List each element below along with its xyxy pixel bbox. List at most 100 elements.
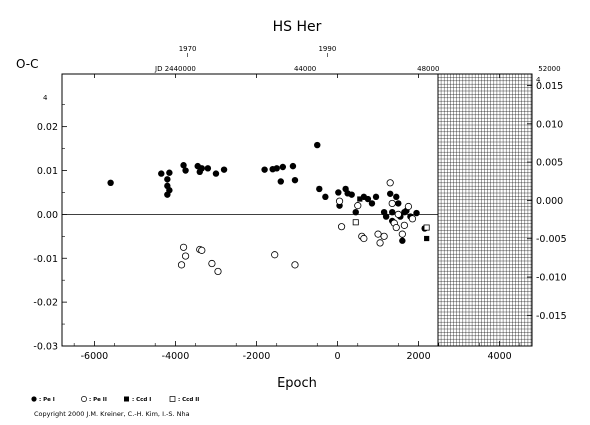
- legend-marker-ccd2: [169, 396, 176, 402]
- y-tick-label: -0.02: [33, 298, 58, 309]
- point-pe1: [368, 200, 376, 207]
- x-tick-label: 0: [334, 351, 340, 362]
- right-y-tick-label: 0.000: [536, 196, 563, 207]
- top-jd-label: 48000: [417, 65, 439, 73]
- point-pe1: [395, 200, 402, 207]
- point-pe1: [198, 165, 205, 172]
- point-pe1: [322, 193, 329, 201]
- y-tick-label: 0.02: [37, 122, 58, 133]
- point-pe2: [394, 210, 402, 218]
- top-jd-label: 44000: [294, 65, 316, 73]
- point-pe1: [291, 176, 299, 184]
- point-pe2: [388, 199, 396, 208]
- point-pe1: [389, 208, 396, 216]
- point-pe1: [372, 193, 380, 201]
- point-pe1: [279, 163, 287, 171]
- right-y-tick-label: -0.015: [536, 311, 567, 322]
- point-pe1: [335, 189, 342, 196]
- y-tick-label: 0.01: [37, 166, 58, 177]
- point-pe1: [316, 185, 323, 193]
- point-pe1: [314, 141, 321, 149]
- point-ccd2: [352, 219, 359, 226]
- point-pe2: [408, 215, 417, 223]
- point-pe2: [360, 234, 368, 243]
- point-pe1: [158, 170, 165, 177]
- point-pe2: [181, 252, 190, 260]
- right-y-tick-label: 0.015: [536, 81, 563, 92]
- legend-label-pe1: : Pe I: [39, 397, 55, 403]
- grid-hatch-region: [437, 73, 532, 347]
- point-pe2: [208, 259, 216, 268]
- point-pe1: [166, 169, 173, 176]
- point-pe1: [348, 191, 355, 198]
- right-y-tick-label: -0.010: [536, 273, 567, 284]
- point-pe2: [374, 230, 382, 238]
- point-pe1: [182, 167, 189, 174]
- point-ccd1: [424, 235, 430, 242]
- point-pe2: [291, 261, 299, 269]
- point-ccd1: [357, 196, 363, 202]
- point-pe2: [177, 261, 186, 269]
- point-pe2: [400, 221, 408, 229]
- point-pe2: [380, 232, 388, 240]
- point-ccd2: [423, 224, 430, 231]
- point-pe2: [376, 239, 384, 247]
- corner-mark-right: 4: [536, 76, 541, 84]
- point-pe1: [393, 193, 400, 201]
- point-pe1: [352, 208, 359, 216]
- point-pe1: [399, 237, 406, 244]
- legend-label-ccd2: : Ccd II: [178, 397, 199, 403]
- point-pe2: [337, 223, 346, 231]
- point-pe2: [354, 202, 362, 210]
- point-pe1: [261, 166, 268, 173]
- x-tick-label: -6000: [81, 351, 109, 362]
- point-pe2: [198, 246, 206, 254]
- top-jd-label: 52000: [538, 65, 560, 73]
- point-pe1: [204, 165, 212, 172]
- x-tick-label: -4000: [162, 351, 190, 362]
- legend-marker-pe2: [81, 396, 87, 402]
- y-tick-label: -0.01: [33, 254, 58, 265]
- point-pe1: [413, 209, 420, 217]
- top-axis-labels: 1970 1990 JD 2440000 44000 48000 52000: [154, 45, 561, 73]
- x-axis-label: Epoch: [277, 376, 317, 391]
- legend-marker-ccd1: [124, 396, 129, 402]
- point-pe2: [214, 267, 222, 276]
- point-pe2: [179, 243, 188, 251]
- y-tick-label: -0.03: [33, 342, 58, 353]
- top-year-label: 1970: [179, 45, 197, 53]
- data-points: [107, 141, 430, 276]
- point-pe1: [220, 166, 228, 173]
- point-pe1: [164, 176, 171, 183]
- point-pe2: [404, 202, 413, 211]
- point-pe1: [166, 187, 173, 194]
- point-pe2: [392, 223, 400, 232]
- y-tick-label: 0.00: [37, 210, 58, 221]
- chart-title: HS Her: [273, 19, 322, 35]
- y-axis-ticks: -0.03 -0.02 -0.01 0.00 0.01 0.02: [33, 104, 67, 353]
- point-pe1: [273, 165, 280, 172]
- point-pe1: [180, 162, 187, 169]
- legend: : Pe I : Pe II : Ccd I : Ccd II: [31, 396, 199, 403]
- point-pe1: [382, 213, 390, 220]
- right-y-tick-label: 0.010: [536, 119, 563, 130]
- point-pe1: [386, 190, 394, 197]
- x-axis-ticks: -6000 -4000 -2000 0 2000 4000: [73, 74, 521, 362]
- point-pe1: [277, 178, 284, 185]
- point-pe2: [398, 230, 406, 238]
- legend-label-pe2: : Pe II: [89, 397, 107, 403]
- legend-label-ccd1: : Ccd I: [132, 397, 151, 403]
- point-pe1: [212, 170, 220, 177]
- x-tick-label: 2000: [406, 351, 430, 362]
- corner-mark-left: 4: [43, 94, 48, 102]
- right-y-tick-label: -0.005: [536, 234, 567, 245]
- top-jd-prefix: JD 2440000: [154, 65, 196, 73]
- x-tick-label: -2000: [243, 351, 271, 362]
- point-pe1: [364, 195, 372, 203]
- point-pe2: [386, 179, 394, 187]
- point-pe2: [271, 251, 279, 259]
- point-pe1: [289, 162, 297, 170]
- plot-frame: [61, 73, 533, 347]
- y-axis-label: O-C: [16, 57, 39, 71]
